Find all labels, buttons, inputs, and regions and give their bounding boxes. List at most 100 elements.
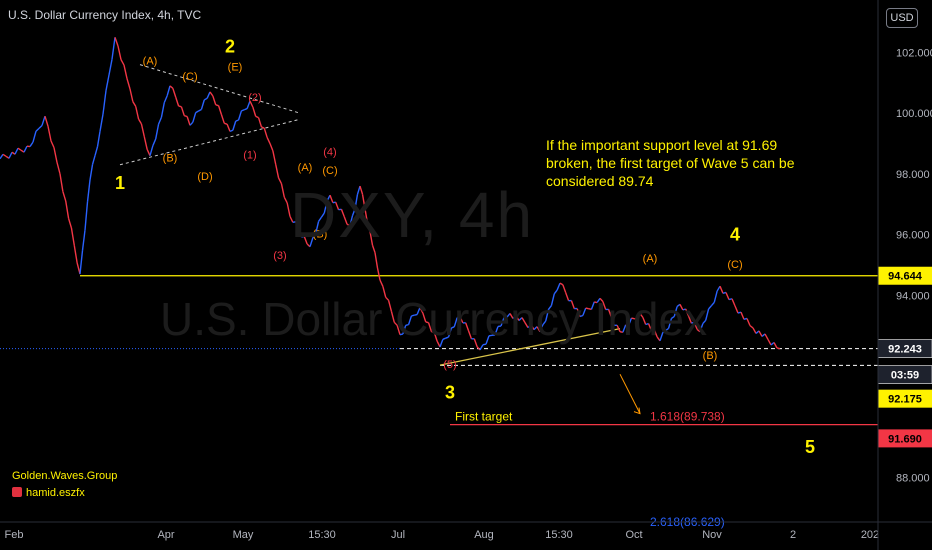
price-segment [160, 102, 165, 118]
price-segment [217, 105, 223, 115]
price-segment [235, 119, 239, 122]
price-segment [32, 131, 37, 143]
price-segment [166, 85, 171, 97]
price-segment [163, 95, 168, 103]
wave-label: (E) [228, 62, 243, 74]
price-segment [740, 311, 745, 320]
price-segment [390, 311, 395, 323]
price-segment [226, 123, 231, 132]
price-level-box [878, 429, 932, 448]
price-segment [44, 116, 49, 127]
price-segment [758, 330, 763, 337]
price-segment [126, 78, 131, 90]
price-segment [734, 305, 739, 314]
x-tick-label: 15:30 [308, 529, 336, 541]
wave-label: (B) [703, 350, 718, 362]
price-segment [157, 117, 163, 125]
price-segment [447, 327, 453, 338]
price-segment [67, 218, 73, 229]
price-segment [705, 308, 710, 321]
price-segment [451, 326, 455, 329]
price-segment [366, 223, 371, 232]
price-segment [588, 308, 592, 311]
currency-button[interactable]: USD [886, 8, 918, 28]
price-segment [203, 97, 208, 101]
brand-label: Golden.Waves.Group [12, 470, 118, 482]
wave-label: (C) [322, 165, 337, 177]
price-segment [105, 74, 110, 91]
price-segment [132, 101, 137, 107]
price-segment [387, 300, 393, 312]
price-segment [356, 185, 361, 195]
price-segment [607, 309, 613, 318]
price-level-label: 94.644 [888, 271, 923, 283]
price-segment [679, 304, 684, 311]
price-segment [237, 110, 243, 121]
wave-label: (5) [443, 359, 456, 371]
tv-icon [12, 487, 22, 497]
price-segment [494, 326, 499, 336]
price-segment [53, 147, 58, 163]
price-segment [710, 301, 715, 307]
price-segment [515, 315, 520, 321]
price-segment [559, 282, 564, 286]
wave-label: (4) [323, 147, 336, 159]
chart-title: U.S. Dollar Currency Index, 4h, TVC [8, 8, 202, 22]
price-segment [776, 347, 781, 350]
price-segment [317, 216, 323, 222]
x-tick-label: Nov [702, 529, 722, 541]
price-segment [473, 338, 478, 347]
price-segment [425, 321, 429, 324]
wave-label: (2) [248, 92, 261, 104]
y-tick-label: 102.000 [896, 47, 932, 59]
price-segment [266, 137, 271, 144]
price-segment [261, 126, 265, 129]
price-segment [149, 145, 154, 156]
analysis-note: If the important support level at 91.69 … [546, 137, 795, 189]
price-segment [117, 45, 122, 60]
price-level-box [878, 389, 932, 408]
projection-arrow [619, 373, 641, 414]
price-segment [722, 291, 727, 294]
price-segment [361, 194, 366, 209]
price-segment [773, 342, 778, 349]
price-segment [590, 301, 595, 310]
price-segment [323, 200, 328, 214]
price-segment [407, 315, 413, 325]
price-segment [206, 91, 211, 99]
price-segment [224, 122, 228, 125]
price-level-label: 91.690 [888, 433, 922, 445]
price-segment [379, 279, 384, 287]
price-segment [371, 245, 376, 253]
price-segment [582, 307, 587, 316]
price-segment [152, 138, 157, 146]
price-segment [576, 308, 581, 317]
price-segment [111, 37, 116, 60]
price-segment [263, 127, 268, 138]
author-name: hamid.eszfx [26, 487, 85, 499]
wave-label: (3) [273, 250, 286, 262]
price-segment [737, 311, 742, 314]
price-segment [143, 136, 148, 150]
price-segment [244, 107, 248, 111]
price-segment [622, 324, 627, 333]
price-segment [94, 146, 99, 156]
price-segment [743, 317, 748, 321]
price-segment [343, 216, 348, 225]
price-segment [195, 110, 199, 114]
wave-label: (A) [143, 56, 158, 68]
x-tick-label: 2 [790, 529, 796, 541]
price-segment [671, 315, 675, 319]
price-segment [713, 290, 718, 303]
price-segment [309, 237, 314, 247]
price-segment [374, 252, 379, 269]
price-segment [241, 109, 245, 112]
price-segment [565, 292, 570, 301]
wave-label: (1) [243, 150, 256, 162]
price-segment [619, 331, 624, 333]
price-segment [38, 124, 43, 129]
price-segment [186, 116, 191, 126]
price-segment [209, 91, 214, 97]
price-segment [631, 317, 635, 320]
